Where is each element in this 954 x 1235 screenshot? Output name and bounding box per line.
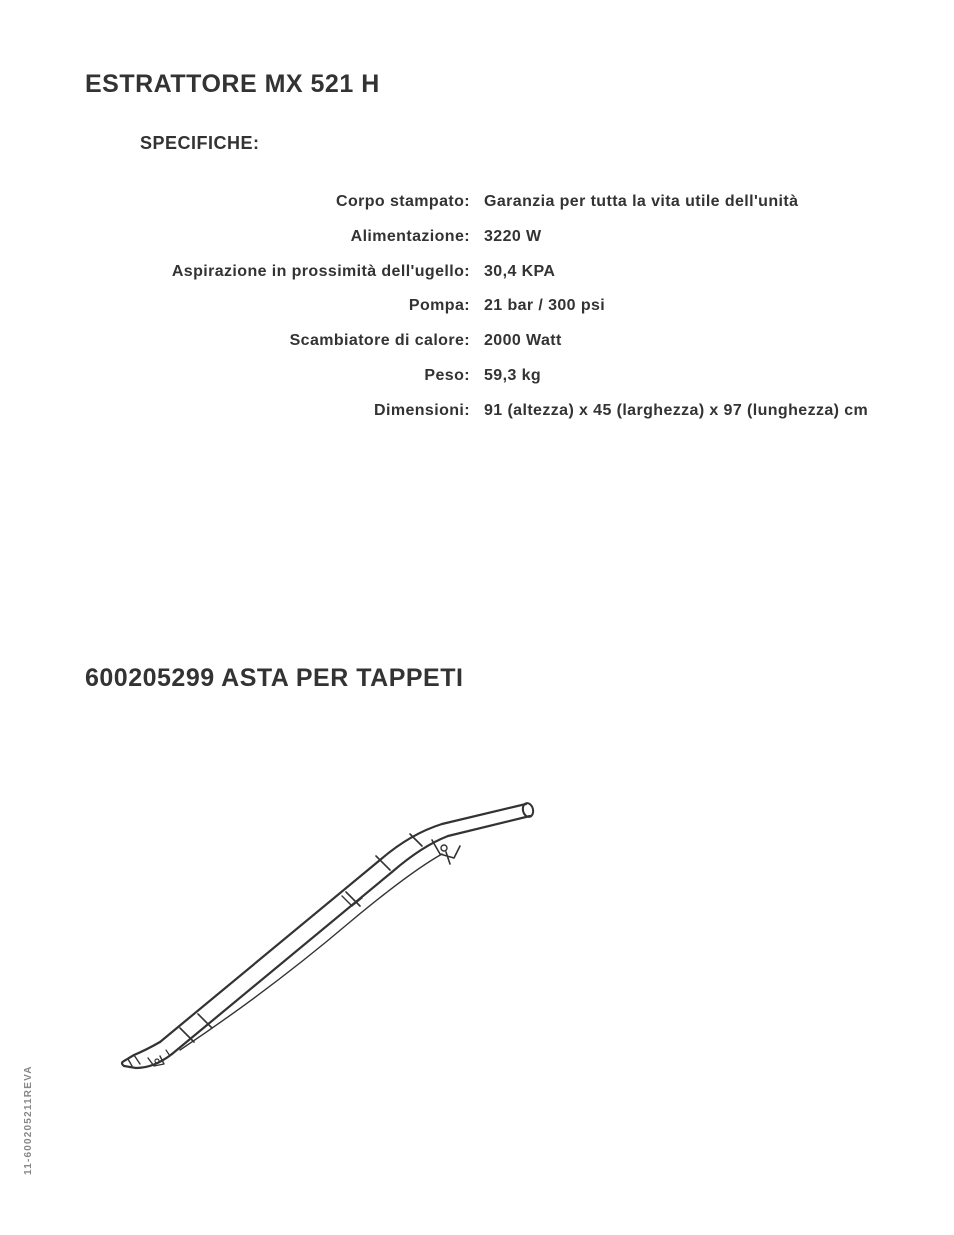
spec-row: Dimensioni: 91 (altezza) x 45 (larghezza…: [95, 399, 885, 424]
spec-value: 30,4 KPA: [484, 260, 885, 285]
carpet-wand-icon: [110, 780, 540, 1070]
spec-value: 3220 W: [484, 225, 885, 250]
spec-label: Aspirazione in prossimità dell'ugello:: [95, 260, 484, 285]
spec-value: 91 (altezza) x 45 (larghezza) x 97 (lung…: [484, 399, 885, 424]
spec-label: Corpo stampato:: [95, 190, 484, 215]
spec-label: Pompa:: [95, 294, 484, 319]
product-title: ESTRATTORE MX 521 H: [85, 70, 869, 99]
spec-row: Aspirazione in prossimità dell'ugello: 3…: [95, 260, 885, 285]
spec-row: Alimentazione: 3220 W: [95, 225, 885, 250]
spec-value: Garanzia per tutta la vita utile dell'un…: [484, 190, 885, 215]
carpet-wand-figure: [110, 780, 540, 1070]
spec-label: Dimensioni:: [95, 399, 484, 424]
spec-label: Peso:: [95, 364, 484, 389]
specs-heading: SPECIFICHE:: [140, 133, 869, 154]
accessory-title: 600205299 ASTA PER TAPPETI: [85, 664, 869, 693]
specs-table: Corpo stampato: Garanzia per tutta la vi…: [95, 180, 885, 434]
spec-label: Alimentazione:: [95, 225, 484, 250]
spec-value: 2000 Watt: [484, 329, 885, 354]
spec-row: Peso: 59,3 kg: [95, 364, 885, 389]
spec-value: 21 bar / 300 psi: [484, 294, 885, 319]
spec-label: Scambiatore di calore:: [95, 329, 484, 354]
spec-row: Corpo stampato: Garanzia per tutta la vi…: [95, 190, 885, 215]
document-code: 11-600205211REVA: [23, 1065, 34, 1175]
page: ESTRATTORE MX 521 H SPECIFICHE: Corpo st…: [0, 0, 954, 1235]
spec-value: 59,3 kg: [484, 364, 885, 389]
spec-row: Pompa: 21 bar / 300 psi: [95, 294, 885, 319]
spec-row: Scambiatore di calore: 2000 Watt: [95, 329, 885, 354]
